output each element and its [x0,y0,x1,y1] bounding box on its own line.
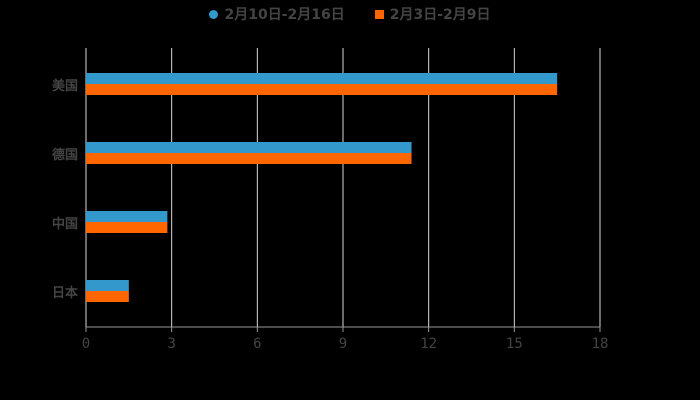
x-tick-label: 18 [591,336,609,352]
x-tick-label: 9 [338,336,348,352]
x-tick-label: 6 [253,336,262,352]
legend: 2月10日-2月16日 2月3日-2月9日 [0,4,700,24]
bar[interactable] [86,280,129,291]
bar[interactable] [86,211,168,222]
category-label: 日本 [51,286,78,301]
bar[interactable] [86,142,412,153]
category-label: 美国 [51,79,78,94]
bar[interactable] [86,222,168,233]
bar[interactable] [86,291,129,302]
legend-item-series-1[interactable]: 2月10日-2月16日 [209,4,345,24]
x-tick-label: 0 [81,336,91,352]
bar[interactable] [86,84,558,95]
bar[interactable] [86,73,558,84]
circle-icon [209,9,219,19]
x-tick-label: 3 [167,336,176,352]
legend-item-series-2[interactable]: 2月3日-2月9日 [374,4,491,24]
legend-label: 2月3日-2月9日 [389,7,491,23]
legend-label: 2月10日-2月16日 [224,7,345,23]
x-tick-label: 12 [420,336,438,352]
x-tick-label: 15 [505,336,523,352]
bar[interactable] [86,153,412,164]
category-label: 中国 [51,217,78,232]
square-icon [374,9,384,19]
category-label: 德国 [51,148,78,163]
